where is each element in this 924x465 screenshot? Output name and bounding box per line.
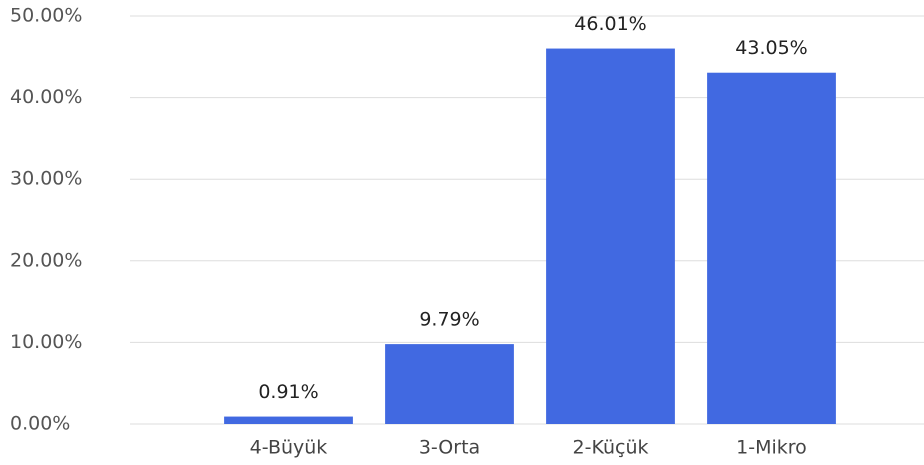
y-tick-label: 50.00% [10,5,82,27]
x-tick-label: 1-Mikro [736,437,807,459]
bar [546,48,675,424]
y-tick-label: 0.00% [10,413,70,435]
y-tick-label: 10.00% [10,331,82,353]
bar [385,344,514,424]
y-tick-label: 20.00% [10,249,82,271]
bar [707,72,836,424]
x-tick-label: 4-Büyük [250,437,328,459]
value-label: 9.79% [419,309,479,331]
x-tick-label: 2-Küçük [573,437,649,459]
value-label: 43.05% [735,37,807,59]
bar [224,416,353,424]
value-label: 46.01% [574,13,646,35]
value-label: 0.91% [258,381,318,403]
y-tick-label: 40.00% [10,86,82,108]
x-tick-label: 3-Orta [419,437,480,459]
y-tick-label: 30.00% [10,168,82,190]
